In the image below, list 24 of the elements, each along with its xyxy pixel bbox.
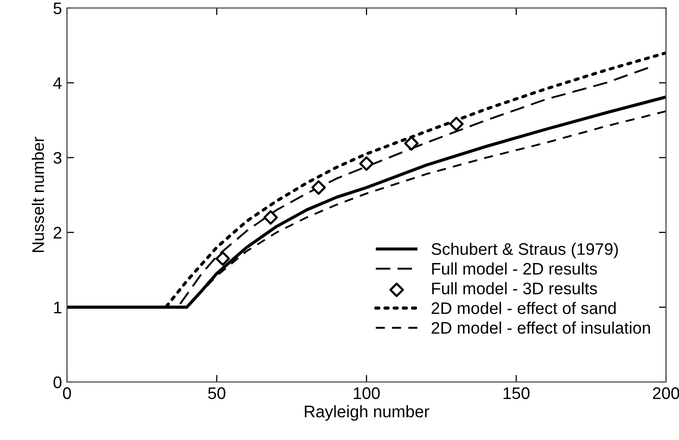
- x-tick-label: 150: [504, 387, 530, 400]
- x-tick-label: 50: [208, 387, 226, 400]
- y-tick-label: 4: [53, 77, 62, 89]
- y-tick-label: 0: [54, 376, 62, 388]
- x-tick-label: 200: [652, 387, 679, 400]
- y-tick-label: 1: [54, 302, 62, 314]
- legend-label: 2D model - effect of insulation: [432, 322, 650, 334]
- point: [311, 180, 326, 195]
- point: [404, 136, 419, 151]
- point: [215, 251, 230, 266]
- point: [449, 116, 464, 132]
- legend-label: Full model - 2D results: [432, 262, 597, 275]
- x-tick-label: 0: [63, 387, 71, 400]
- point: [263, 210, 278, 225]
- y-tick-label: 3: [54, 152, 62, 164]
- y-axis-title: Nusselt number: [32, 136, 44, 252]
- legend-label: 2D model - effect of sand: [432, 302, 616, 314]
- legend-label: Schubert & Straus (1979): [432, 242, 618, 258]
- x-tick-label: 100: [354, 387, 380, 400]
- y-tick-label: 2: [54, 226, 62, 238]
- x-axis-title: Rayleigh number: [304, 405, 430, 421]
- legend-label: Full model - 3D results: [432, 282, 597, 294]
- point: [359, 156, 374, 171]
- y-tick-label: 5: [54, 2, 62, 14]
